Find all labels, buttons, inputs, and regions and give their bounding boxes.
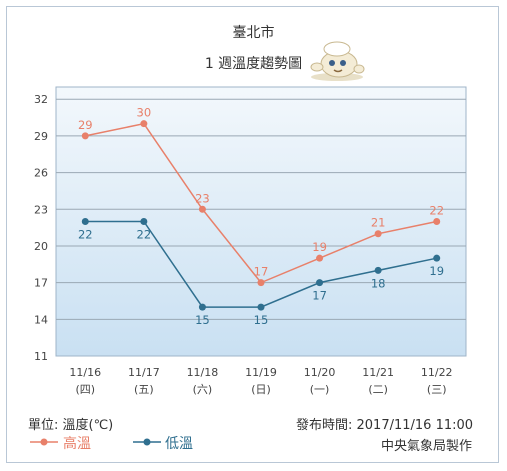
data-point-high — [257, 279, 265, 287]
data-label-low: 19 — [429, 264, 444, 278]
y-tick-label: 11 — [34, 350, 48, 363]
chart-title: 臺北市 — [232, 25, 275, 41]
data-label-high: 17 — [254, 265, 269, 279]
data-point-high — [140, 120, 148, 128]
legend-high-label: 高溫 — [63, 436, 91, 452]
data-point-low — [257, 303, 265, 311]
publish-time: 發布時間: 2017/11/16 11:00 — [296, 418, 474, 433]
data-point-low — [374, 266, 382, 274]
producer-label: 中央氣象局製作 — [381, 439, 473, 454]
legend-low-label: 低溫 — [165, 436, 193, 452]
x-tick-label: 11/16 — [69, 366, 101, 379]
legend-high-marker — [30, 438, 58, 446]
data-point-high — [316, 254, 324, 262]
x-tick-weekday: (三) — [427, 383, 447, 396]
x-tick-weekday: (二) — [368, 383, 388, 396]
mascot-chef-icon — [310, 41, 365, 81]
data-point-low — [81, 218, 89, 225]
unit-label: 單位: 溫度(℃) — [28, 418, 114, 433]
data-point-high — [81, 132, 89, 140]
y-tick-label: 29 — [34, 130, 48, 143]
data-label-low: 15 — [195, 313, 210, 327]
x-tick-label: 11/21 — [362, 366, 394, 379]
data-label-high: 19 — [312, 240, 327, 254]
x-tick-label: 11/20 — [304, 366, 336, 379]
x-tick-label: 11/18 — [187, 366, 219, 379]
x-tick-weekday: (一) — [310, 383, 330, 396]
x-tick-label: 11/17 — [128, 366, 160, 379]
x-tick-label: 11/19 — [245, 366, 277, 379]
y-tick-label: 20 — [34, 240, 48, 253]
y-tick-label: 14 — [34, 313, 48, 326]
x-tick-weekday: (五) — [134, 383, 154, 396]
legend-low-marker — [133, 438, 161, 446]
data-point-high — [374, 230, 382, 238]
data-label-low: 17 — [312, 289, 327, 303]
data-point-low — [316, 279, 324, 287]
data-label-high: 22 — [429, 204, 444, 218]
data-point-high — [433, 218, 441, 225]
y-tick-label: 32 — [34, 93, 48, 106]
data-label-low: 18 — [371, 276, 386, 290]
x-tick-weekday: (四) — [75, 383, 95, 396]
data-label-low: 22 — [78, 228, 93, 242]
data-point-high — [198, 205, 206, 213]
chart-subtitle: 1 週溫度趨勢圖 — [204, 56, 303, 72]
data-label-high: 30 — [137, 106, 152, 120]
data-label-high: 29 — [78, 118, 93, 132]
x-tick-label: 11/22 — [421, 366, 453, 379]
y-tick-label: 26 — [34, 167, 48, 180]
x-tick-weekday: (日) — [251, 383, 271, 396]
data-point-low — [198, 303, 206, 311]
data-label-high: 21 — [371, 216, 386, 230]
y-tick-label: 23 — [34, 203, 48, 216]
data-label-low: 15 — [254, 313, 269, 327]
data-point-low — [140, 218, 148, 225]
data-label-low: 22 — [137, 228, 152, 242]
x-tick-weekday: (六) — [193, 383, 213, 396]
data-label-high: 23 — [195, 191, 210, 205]
y-tick-label: 17 — [34, 277, 48, 290]
data-point-low — [433, 254, 441, 262]
